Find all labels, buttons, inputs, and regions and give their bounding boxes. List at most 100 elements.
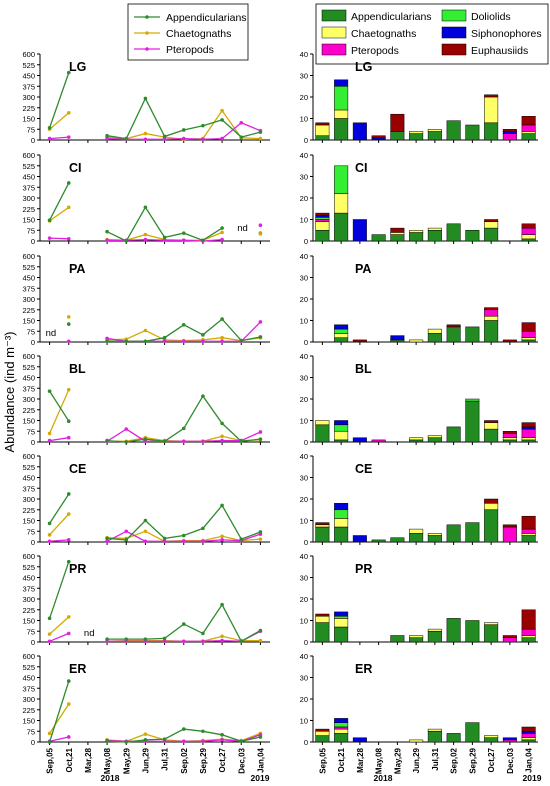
bar-segment-dol xyxy=(334,328,349,334)
bar-segment-app xyxy=(446,618,461,643)
left-legend: Appendicularians Chaetognaths Pteropods xyxy=(127,3,249,61)
nd-label: nd xyxy=(237,223,248,234)
legend-entry: Chaetognaths xyxy=(166,28,231,40)
bar-segment-cha xyxy=(334,431,349,441)
data-point-app xyxy=(239,537,244,541)
left-panels: 075150225300375450525600LG07515022530037… xyxy=(22,50,270,747)
legend-entry: Pteropods xyxy=(351,45,399,57)
bar-segment-cha xyxy=(315,731,330,736)
legend-marker-pte xyxy=(145,47,149,51)
data-point-app xyxy=(239,639,244,644)
y-tick-label: 40 xyxy=(300,552,308,561)
bar-segment-sip xyxy=(352,437,367,443)
data-point-pte xyxy=(47,639,52,644)
bar-segment-app xyxy=(484,509,499,543)
y-tick-label: 20 xyxy=(300,93,308,102)
bar-segment-eup xyxy=(484,307,499,310)
data-point-pte xyxy=(162,339,167,344)
data-point-app xyxy=(201,394,205,398)
data-point-pte xyxy=(162,539,167,544)
y-tick-label: 450 xyxy=(22,72,35,81)
series-line-pte xyxy=(49,632,70,642)
y-tick-label: 30 xyxy=(300,173,308,182)
y-tick-label: 300 xyxy=(22,695,35,704)
bar-segment-pte xyxy=(521,628,536,636)
bar-segment-cha xyxy=(427,328,442,334)
series-line-cha xyxy=(49,703,70,734)
panel-label: LG xyxy=(69,60,86,74)
bar-segment-eup xyxy=(502,129,517,132)
y-tick-label: 150 xyxy=(22,617,35,626)
bar-segment-sip xyxy=(334,503,349,510)
y-tick-label: 600 xyxy=(22,552,35,561)
series-line-app xyxy=(49,493,70,524)
y-tick-label: 0 xyxy=(31,338,35,347)
y-tick-label: 30 xyxy=(300,574,308,583)
y-tick-label: 30 xyxy=(300,374,308,383)
bar-segment-eup xyxy=(371,135,386,139)
y-tick-label: 75 xyxy=(27,527,35,536)
bar-segment-sip xyxy=(502,737,517,741)
bar-segment-app xyxy=(334,212,349,242)
data-point-app xyxy=(47,521,52,526)
data-point-cha xyxy=(66,205,71,210)
data-point-pte xyxy=(143,237,148,242)
data-point-app xyxy=(143,637,148,641)
data-point-app xyxy=(105,339,109,344)
y-tick-label: 0 xyxy=(31,538,35,547)
data-point-cha xyxy=(66,512,71,516)
bar-segment-dol xyxy=(334,509,349,519)
series-line-cha xyxy=(49,389,70,434)
y-tick-label: 525 xyxy=(22,162,35,171)
x-tick-label-right: Jan,04 xyxy=(525,747,534,772)
legend-swatch-eup xyxy=(441,43,467,56)
data-point-app xyxy=(220,421,224,426)
bar-segment-app xyxy=(334,337,349,343)
bar-segment-app xyxy=(446,733,461,743)
data-point-app xyxy=(143,96,148,101)
bar-segment-app xyxy=(521,637,536,643)
bar-segment-pte xyxy=(502,739,517,743)
y-tick-label: 75 xyxy=(27,627,35,636)
right-panel-ci: 0 10 20 30 40 CI xyxy=(300,151,538,246)
data-point-pte xyxy=(124,427,129,431)
data-point-app xyxy=(220,503,224,508)
series-line-app xyxy=(49,390,70,422)
bar-segment-app xyxy=(315,135,330,141)
series-line-cha xyxy=(49,112,70,130)
data-point-app xyxy=(143,437,148,441)
bar-segment-pte xyxy=(502,526,517,543)
y-tick-label: 40 xyxy=(300,352,308,361)
bar-segment-app xyxy=(484,320,499,343)
data-point-app xyxy=(258,530,263,534)
data-point-cha xyxy=(220,230,224,235)
y-tick-label: 300 xyxy=(22,194,35,203)
data-point-app xyxy=(105,637,109,641)
y-tick-label: 150 xyxy=(22,417,35,426)
y-tick-label: 0 xyxy=(304,338,308,347)
y-tick-label: 150 xyxy=(22,517,35,526)
data-point-pte xyxy=(181,739,186,744)
series-line-cha xyxy=(49,513,70,536)
y-tick-label: 75 xyxy=(27,427,35,436)
bar-segment-app xyxy=(390,537,405,543)
x-tick-label-left: Sep,05 xyxy=(46,747,55,773)
data-point-cha xyxy=(258,537,263,541)
data-point-pte xyxy=(201,439,205,444)
data-point-cha xyxy=(143,131,148,136)
data-point-pte xyxy=(181,339,186,344)
bar-segment-eup xyxy=(315,613,330,617)
x-tick-label-right: Jul,31 xyxy=(431,747,440,770)
bar-segment-app xyxy=(409,133,424,141)
right-panel-pr: 0 10 20 30 40 PR xyxy=(300,552,538,647)
x-tick-label-left: Dec,03 xyxy=(237,747,246,773)
data-point-cha xyxy=(47,731,52,736)
series-line-pte xyxy=(49,136,69,140)
data-point-pte xyxy=(220,438,224,443)
legend-entry: Appendicularians xyxy=(351,11,432,23)
y-tick-label: 0 xyxy=(304,638,308,647)
data-point-cha xyxy=(220,634,224,639)
bar-segment-app xyxy=(334,118,349,141)
bar-segment-pte xyxy=(521,124,536,132)
bar-segment-app xyxy=(334,626,349,643)
